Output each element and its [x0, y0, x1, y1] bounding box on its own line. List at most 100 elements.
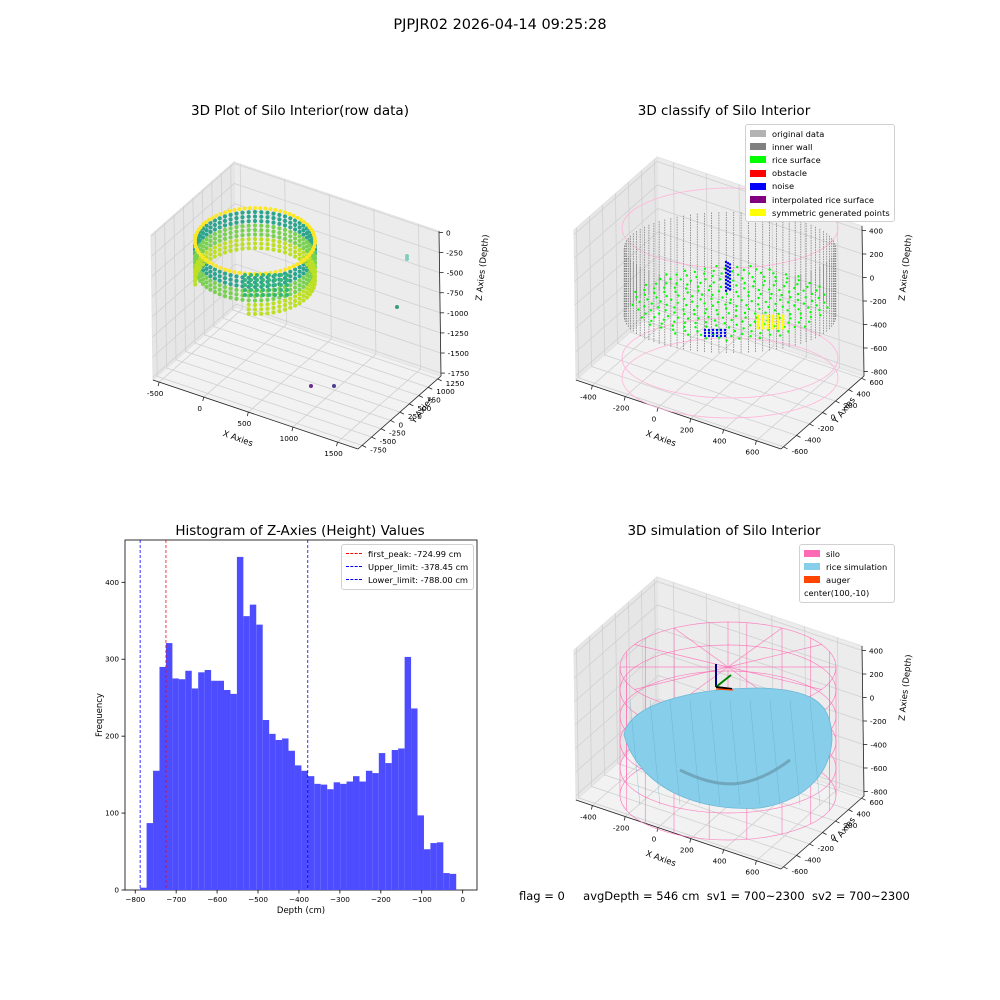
p2-rice-point: [693, 313, 696, 316]
p2-noise-point: [724, 289, 728, 292]
p4-x-tick: [722, 849, 724, 854]
p3-y-tick-label: 100: [105, 809, 119, 818]
p2-rice-point: [724, 303, 727, 306]
p2-rice-point: [694, 326, 697, 329]
p1-point: [222, 285, 228, 290]
p1-point: [293, 218, 298, 223]
p1-point: [277, 300, 282, 305]
p1-point: [301, 232, 306, 237]
p2-rice-point: [721, 296, 724, 299]
p2-rice-point: [733, 329, 737, 333]
p1-point: [288, 305, 293, 310]
p1-point: [288, 278, 293, 283]
p1-point: [283, 210, 287, 215]
p1-point: [193, 239, 197, 243]
p1-point: [277, 221, 282, 226]
p2-y-gridline: [615, 193, 823, 413]
p4-z-tick-label: -800: [871, 788, 888, 797]
p4-x-tick-label: 0: [652, 835, 657, 844]
p1-point: [297, 269, 302, 274]
p2-rice-point: [772, 284, 775, 287]
p1-point: [212, 245, 217, 250]
p3-bar: [146, 823, 154, 890]
p1-x-tick-label: 500: [237, 419, 251, 428]
p1-point: [208, 278, 213, 283]
p1-point: [267, 273, 271, 277]
p2-noise-point: [711, 328, 715, 332]
p2-noise-point: [724, 275, 728, 278]
p2-symmetric-point: [776, 323, 780, 327]
p1-point: [237, 207, 242, 212]
p3-bar: [243, 616, 250, 890]
p2-rice-point: [745, 304, 748, 307]
p3-bar: [140, 887, 147, 890]
p1-point: [198, 265, 203, 270]
p1-point: [249, 283, 253, 287]
p1-z-gridline: [151, 183, 440, 257]
p2-symmetric-point: [771, 317, 775, 321]
p1-point: [282, 241, 288, 246]
p1-point: [265, 233, 270, 238]
p2-noise-point: [726, 283, 730, 286]
p2-noise-point: [724, 268, 728, 271]
p2-rice-point: [749, 264, 752, 268]
p1-point: [288, 252, 293, 257]
p2-rice-point: [683, 321, 687, 324]
p1-y-tick: [418, 395, 423, 398]
p1-point: [279, 278, 283, 282]
p1-point: [293, 280, 298, 286]
legend-label: Lower_limit: -788.00 cm: [368, 574, 468, 585]
p2-rice-point: [669, 277, 672, 281]
p1-point: [204, 223, 209, 228]
p2-rice-point: [803, 325, 807, 328]
p1-z-gridline: [150, 162, 440, 237]
p1-point: [277, 244, 282, 249]
p1-point: [217, 283, 222, 288]
p4-y-gridline: [589, 636, 797, 856]
p1-point: [278, 268, 283, 273]
p1-point: [243, 288, 247, 292]
p1-point: [261, 278, 265, 282]
p2-rice-point: [740, 299, 743, 302]
p2-symmetric-point: [771, 326, 775, 330]
p2-rice-point: [694, 321, 697, 325]
p2-rice-point: [807, 320, 811, 323]
p1-point: [204, 271, 209, 276]
p2-rice-point: [691, 295, 694, 298]
p1-point: [204, 280, 209, 285]
simulation-legend: silo rice simulation auger center(100,-10): [799, 544, 895, 603]
p3-bar: [236, 556, 244, 890]
p1-point: [297, 287, 302, 292]
p2-y-tick-label: 400: [857, 390, 871, 399]
p3-bar: [359, 781, 366, 890]
p1-point: [288, 283, 293, 288]
p2-rice-point: [797, 275, 800, 278]
p3-x-tick-label: −100: [412, 895, 432, 904]
p1-point: [288, 301, 293, 306]
p4-y-tick-label: -200: [817, 844, 834, 853]
p1-point: [240, 219, 245, 224]
p4-z-tick-label: 200: [869, 670, 883, 679]
p1-point: [304, 295, 310, 300]
p1-point: [204, 250, 209, 255]
p1-point: [204, 275, 209, 280]
p4-mesh-line: [669, 699, 681, 806]
p1-point: [293, 298, 298, 304]
p2-rice-point: [704, 312, 707, 315]
p1-z-tick-label: -1750: [448, 369, 470, 378]
p1-y-tick-label: 1250: [446, 379, 465, 388]
p1-point: [259, 311, 264, 316]
p2-symmetric-point: [766, 320, 770, 324]
p2-y-gridline: [654, 159, 862, 379]
p3-bar: [449, 873, 457, 890]
p4-rice-surface: [623, 687, 833, 809]
p1-point: [282, 298, 288, 303]
p2-symmetric-point: [781, 317, 785, 321]
p2-rice-point: [802, 289, 805, 292]
p1-point: [242, 206, 247, 211]
p1-point: [282, 307, 288, 312]
p2-rice-point: [793, 325, 796, 329]
p1-point: [234, 243, 239, 248]
legend-entry: Upper_limit: -378.45 cm: [346, 560, 469, 573]
p3-x-tick-label: −800: [125, 895, 145, 904]
